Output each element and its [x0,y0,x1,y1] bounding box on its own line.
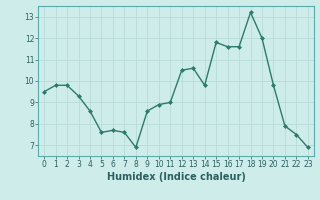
X-axis label: Humidex (Indice chaleur): Humidex (Indice chaleur) [107,172,245,182]
